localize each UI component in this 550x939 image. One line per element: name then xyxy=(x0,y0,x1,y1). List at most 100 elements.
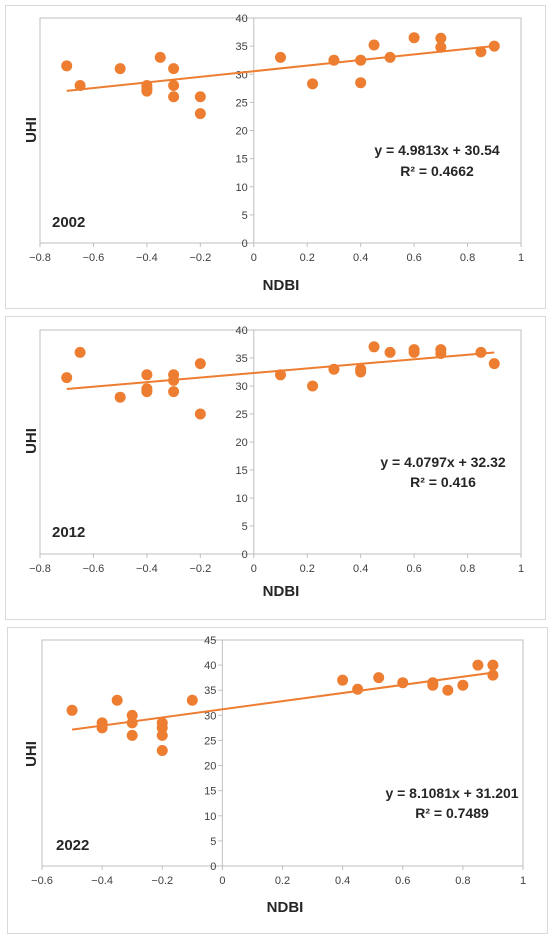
x-tick-label: −0.2 xyxy=(189,563,211,575)
x-tick-label: 0 xyxy=(219,875,225,887)
y-tick-label: 30 xyxy=(236,381,248,393)
data-point xyxy=(355,366,367,378)
data-point xyxy=(186,694,198,706)
y-tick-label: 20 xyxy=(204,761,216,773)
chart-frame xyxy=(7,627,548,934)
y-tick-label: 25 xyxy=(204,735,216,747)
r-squared-label: R² = 0.4662 xyxy=(400,163,474,179)
x-tick-label: −0.2 xyxy=(151,875,173,887)
chart-panel-2022: 0 5 10 15 20 25 30 35 40 45 −0.6 −0.4 −0.2 0 0.2 0.4 0.6… xyxy=(7,627,548,934)
data-point xyxy=(126,717,138,729)
x-tick-label: 0.6 xyxy=(406,252,421,264)
y-tick-label: 5 xyxy=(210,836,216,848)
y-axis-title: UHI xyxy=(23,428,40,454)
data-point xyxy=(275,51,286,63)
data-point xyxy=(307,78,319,90)
y-tick-label: 35 xyxy=(236,353,248,365)
y-tick-label: 35 xyxy=(236,41,248,53)
x-tick-label: 0.2 xyxy=(275,875,290,887)
data-point xyxy=(355,77,367,89)
data-point xyxy=(156,744,168,756)
data-point xyxy=(168,91,180,103)
data-point xyxy=(352,683,364,695)
x-tick-label: 0.4 xyxy=(353,252,368,264)
data-point xyxy=(194,108,206,120)
data-point xyxy=(384,346,396,358)
r-squared-label: R² = 0.416 xyxy=(410,474,476,490)
y-tick-label: 5 xyxy=(242,521,248,533)
x-tick-label: −0.8 xyxy=(29,252,51,264)
data-point xyxy=(141,85,153,97)
x-tick-label: −0.6 xyxy=(83,563,105,575)
x-tick-label: 0 xyxy=(251,563,257,575)
data-point xyxy=(74,346,86,358)
x-tick-label: 0.8 xyxy=(460,252,475,264)
data-point xyxy=(114,63,126,75)
data-point xyxy=(384,51,396,63)
x-axis-title: NDBI xyxy=(263,583,300,600)
x-tick-label: 1 xyxy=(518,563,524,575)
data-point xyxy=(368,39,380,51)
data-point xyxy=(275,369,286,381)
y-tick-label: 40 xyxy=(236,325,248,337)
r-squared-label: R² = 0.7489 xyxy=(415,805,489,821)
y-tick-label: 0 xyxy=(210,861,216,873)
data-point xyxy=(194,91,206,103)
x-tick-label: 0.6 xyxy=(395,875,410,887)
y-tick-label: 10 xyxy=(204,811,216,823)
data-point xyxy=(168,386,180,398)
y-tick-label: 35 xyxy=(204,685,216,697)
y-tick-label: 25 xyxy=(236,409,248,421)
y-tick-label: 10 xyxy=(236,182,248,194)
y-tick-label: 20 xyxy=(236,126,248,138)
y-tick-label: 0 xyxy=(242,238,248,250)
y-tick-label: 0 xyxy=(242,549,248,561)
x-tick-label: −0.6 xyxy=(31,875,53,887)
trendline xyxy=(71,671,494,731)
x-axis-title: NDBI xyxy=(263,277,300,294)
data-point xyxy=(435,348,447,360)
data-point xyxy=(488,40,500,52)
x-tick-label: −0.4 xyxy=(136,563,158,575)
data-point xyxy=(337,674,349,686)
trend-equation: y = 4.0797x + 32.32 xyxy=(380,454,506,470)
y-tick-label: 25 xyxy=(236,97,248,109)
data-point xyxy=(156,729,168,741)
data-point xyxy=(442,684,454,696)
data-point xyxy=(427,679,439,691)
x-tick-label: 0.8 xyxy=(455,875,470,887)
data-point xyxy=(373,672,385,684)
x-tick-label: −0.2 xyxy=(189,252,211,264)
data-point xyxy=(368,341,380,353)
chart-frame xyxy=(5,316,546,620)
data-point xyxy=(487,669,499,681)
data-point xyxy=(194,358,206,370)
data-point xyxy=(168,63,180,75)
data-point xyxy=(435,32,447,44)
x-tick-label: −0.4 xyxy=(91,875,113,887)
x-tick-label: 0 xyxy=(251,252,257,264)
x-tick-label: 0.2 xyxy=(300,563,315,575)
y-tick-label: 20 xyxy=(236,437,248,449)
y-axis-title: UHI xyxy=(23,117,40,143)
x-tick-label: −0.8 xyxy=(29,563,51,575)
data-point xyxy=(66,704,78,716)
data-point xyxy=(126,729,138,741)
y-tick-label: 45 xyxy=(204,635,216,647)
y-tick-label: 15 xyxy=(236,154,248,166)
x-tick-label: 1 xyxy=(520,875,526,887)
x-tick-label: 0.4 xyxy=(335,875,350,887)
y-tick-label: 5 xyxy=(242,210,248,222)
chart-panel-2012: 0 5 10 15 20 25 30 35 40 −0.8 −0.6 −0.4 −0.2 0 0.2 0.4 0… xyxy=(5,316,546,620)
x-tick-label: 0.6 xyxy=(406,563,421,575)
trendline xyxy=(66,45,495,92)
data-point xyxy=(194,408,206,420)
x-tick-label: 0.8 xyxy=(460,563,475,575)
y-axis-title: UHI xyxy=(23,741,40,767)
y-tick-label: 30 xyxy=(204,710,216,722)
data-point xyxy=(168,80,180,91)
data-point xyxy=(408,346,420,358)
data-point xyxy=(328,363,340,375)
x-tick-label: −0.4 xyxy=(136,252,158,264)
